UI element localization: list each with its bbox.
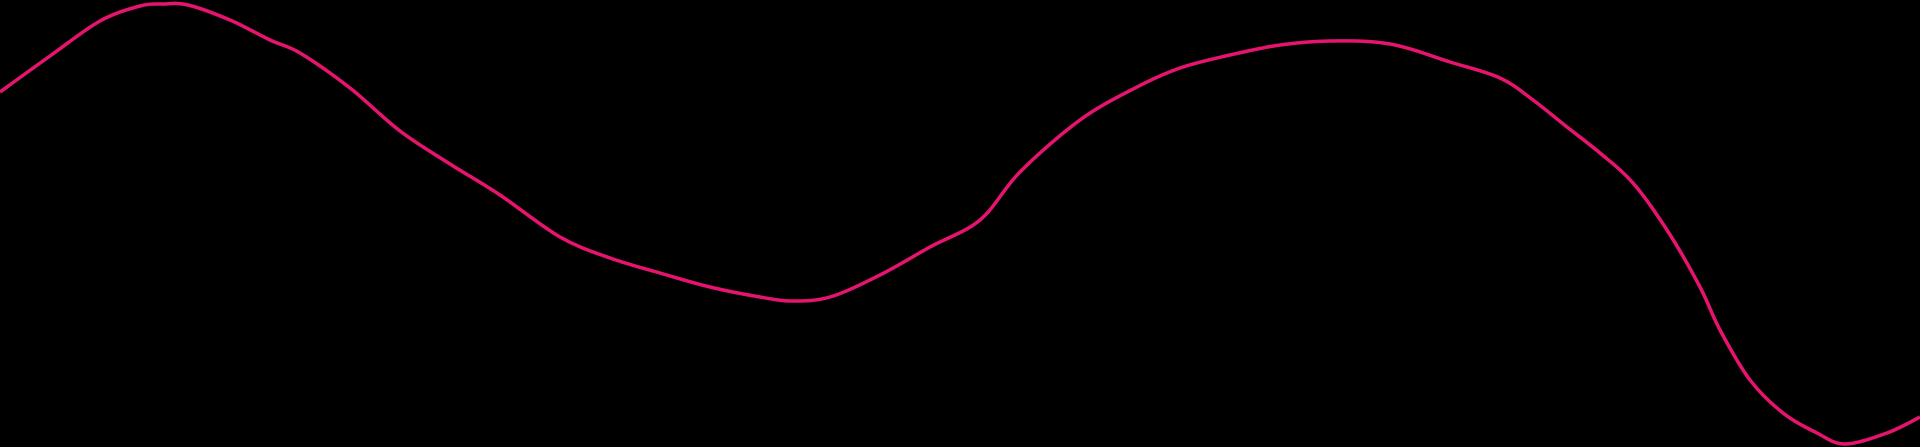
curve-canvas <box>0 0 1920 447</box>
curve-line <box>0 1 1920 446</box>
curve-svg <box>0 1 1920 446</box>
